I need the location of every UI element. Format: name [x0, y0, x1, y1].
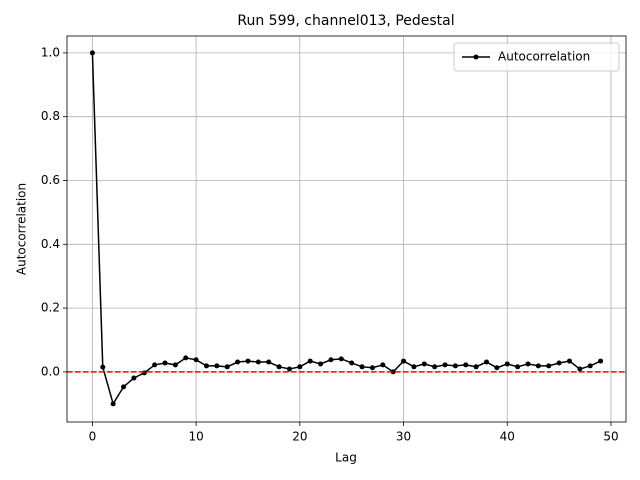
data-point: [421, 361, 427, 367]
data-point: [121, 384, 127, 390]
x-tick-label: 40: [500, 430, 515, 444]
data-point: [494, 365, 500, 371]
plot-frame: [66, 35, 627, 423]
data-point: [432, 364, 438, 370]
legend-label: Autocorrelation: [498, 50, 590, 64]
data-point: [235, 359, 241, 365]
data-point: [266, 359, 272, 365]
y-tick-label: 0.2: [41, 301, 60, 315]
data-point: [276, 364, 282, 370]
data-point: [411, 364, 417, 370]
data-point: [535, 363, 541, 369]
data-point: [193, 357, 199, 363]
data-point: [473, 364, 479, 370]
data-point: [89, 50, 95, 56]
data-point: [484, 359, 490, 365]
data-point: [224, 364, 230, 370]
data-point: [255, 359, 261, 365]
data-point: [172, 362, 178, 368]
data-point: [401, 358, 407, 364]
y-axis-label: Autocorrelation: [15, 183, 29, 275]
data-point: [152, 362, 158, 368]
data-point: [297, 364, 303, 370]
data-point: [380, 362, 386, 368]
data-point: [328, 357, 334, 363]
data-point: [566, 358, 572, 364]
data-point: [183, 355, 189, 361]
data-point: [587, 363, 593, 369]
data-point: [203, 363, 209, 369]
x-tick-label: 10: [188, 430, 203, 444]
data-point: [546, 363, 552, 369]
data-point: [556, 360, 562, 366]
data-point: [525, 361, 531, 367]
legend-box: [453, 42, 620, 72]
data-point: [100, 364, 106, 370]
data-point: [214, 363, 220, 369]
data-point: [515, 364, 521, 370]
data-point: [162, 360, 168, 366]
data-point: [463, 362, 469, 368]
chart-title: Run 599, channel013, Pedestal: [237, 13, 454, 29]
data-point: [141, 370, 147, 376]
data-point: [598, 358, 604, 364]
data-point: [307, 358, 313, 364]
data-point: [359, 364, 365, 370]
y-tick-label: 0.8: [41, 109, 60, 123]
x-tick-label: 50: [603, 430, 618, 444]
data-point: [442, 362, 448, 368]
y-tick-label: 0.6: [41, 173, 60, 187]
y-tick-label: 1.0: [41, 45, 60, 59]
legend-marker: [473, 54, 479, 60]
data-point: [452, 363, 458, 369]
data-point: [349, 360, 355, 366]
data-point: [504, 361, 510, 367]
data-point: [577, 366, 583, 372]
data-point: [369, 365, 375, 371]
data-point: [286, 366, 292, 372]
x-tick-label: 30: [396, 430, 411, 444]
x-axis-label: Lag: [335, 451, 357, 465]
y-tick-label: 0.4: [41, 237, 60, 251]
x-tick-label: 20: [292, 430, 307, 444]
data-point: [318, 361, 324, 367]
data-point: [390, 369, 396, 375]
data-point: [245, 358, 251, 364]
data-point: [338, 356, 344, 362]
x-tick-label: 0: [89, 430, 97, 444]
data-point: [110, 401, 116, 407]
y-tick-label: 0.0: [41, 364, 60, 378]
data-point: [131, 375, 137, 381]
